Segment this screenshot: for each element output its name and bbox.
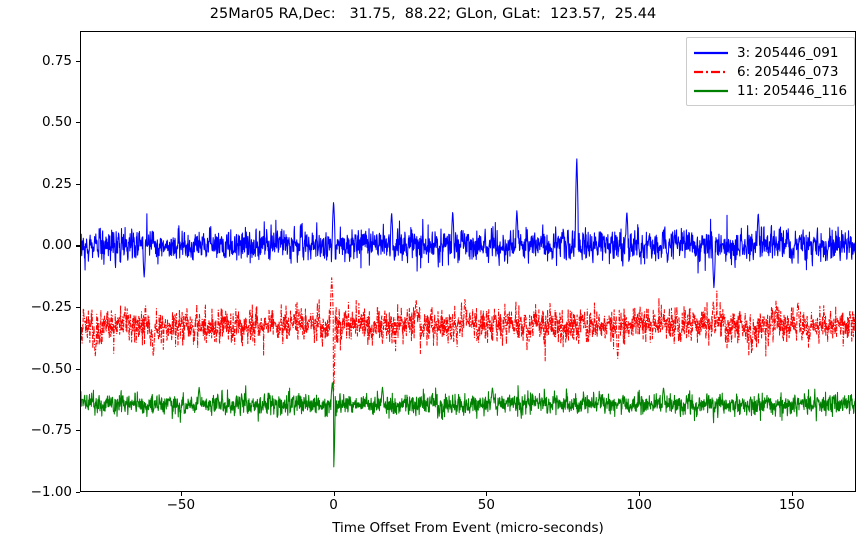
legend-item: 3: 205446_091 — [694, 43, 847, 62]
y-tick-mark — [76, 307, 80, 309]
x-tick-label: −50 — [166, 497, 196, 513]
y-tick-mark — [76, 430, 80, 432]
x-tick-mark — [333, 492, 335, 496]
x-axis-label: Time Offset From Event (micro-seconds) — [332, 520, 604, 536]
legend-label: 3: 205446_091 — [737, 44, 839, 61]
legend-label: 11: 205446_116 — [737, 82, 848, 99]
y-tick-label: 0.00 — [41, 237, 72, 254]
chart-legend: 3: 205446_091 6: 205446_073 11: 205446_116 — [686, 37, 856, 106]
y-tick-label: 0.25 — [41, 175, 72, 192]
chart-title: 25Mar05 RA,Dec: 31.75, 88.22; GLon, GLat… — [209, 6, 657, 22]
y-tick-label: 0.50 — [41, 114, 72, 131]
x-tick-mark — [486, 492, 488, 496]
x-tick-label: 0 — [329, 497, 338, 513]
y-tick-mark — [76, 368, 80, 370]
y-tick-mark — [76, 492, 80, 494]
y-tick-mark — [76, 245, 80, 247]
x-tick-label: 100 — [626, 497, 652, 513]
x-tick-label: 150 — [778, 497, 805, 513]
legend-line-icon — [694, 85, 728, 97]
x-tick-mark — [180, 492, 182, 496]
y-tick-mark — [76, 60, 80, 62]
y-tick-label: −0.25 — [30, 299, 72, 316]
y-tick-label: −0.50 — [30, 360, 72, 377]
legend-item: 6: 205446_073 — [694, 62, 847, 81]
y-tick-label: −0.75 — [30, 422, 72, 439]
x-tick-label: 50 — [477, 497, 495, 513]
y-tick-mark — [76, 122, 80, 124]
x-tick-mark — [639, 492, 641, 496]
legend-line-icon — [694, 47, 728, 59]
y-tick-mark — [76, 183, 80, 185]
y-tick-label: −1.00 — [30, 484, 72, 500]
legend-label: 6: 205446_073 — [737, 63, 839, 80]
legend-item: 11: 205446_116 — [694, 81, 847, 100]
plot-canvas — [81, 32, 855, 491]
legend-line-icon — [694, 66, 728, 78]
x-tick-mark — [791, 492, 793, 496]
y-tick-label: 0.75 — [41, 52, 72, 69]
